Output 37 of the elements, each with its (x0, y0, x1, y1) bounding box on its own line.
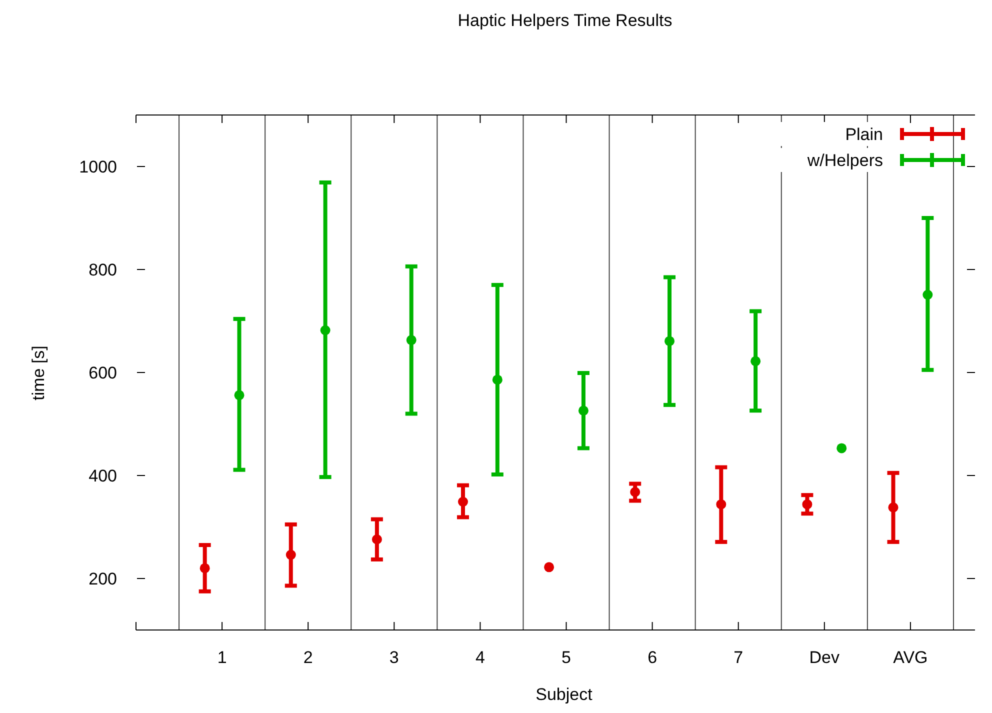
chart-title: Haptic Helpers Time Results (458, 11, 672, 30)
y-tick-label: 600 (88, 364, 117, 382)
x-tick-label: 6 (648, 648, 658, 667)
x-tick-label: 2 (303, 648, 313, 667)
point (544, 562, 554, 572)
point (234, 390, 244, 400)
point (716, 499, 726, 510)
x-axis-title: Subject (536, 685, 593, 704)
x-tick-label: 1 (217, 648, 227, 667)
point (458, 496, 468, 507)
point (578, 406, 588, 416)
point (372, 534, 382, 544)
point (286, 550, 296, 560)
point (320, 325, 330, 336)
x-tick-label: Dev (809, 648, 840, 667)
x-tick-label: 3 (389, 648, 399, 667)
point (664, 336, 675, 346)
point (750, 356, 761, 366)
point (922, 290, 933, 300)
point (836, 443, 847, 454)
legend-label: w/Helpers (806, 151, 883, 170)
point (888, 502, 898, 512)
point (802, 499, 812, 510)
point (492, 374, 502, 385)
point (200, 563, 210, 574)
legend-label: Plain (845, 125, 883, 144)
point (630, 486, 640, 497)
y-tick-label: 400 (88, 466, 117, 486)
x-tick-label: 7 (734, 648, 744, 667)
y-tick-label: 200 (88, 570, 117, 588)
x-tick-label: 4 (475, 648, 485, 667)
y-axis-title: time [s] (29, 346, 48, 400)
y-tick-label: 800 (88, 260, 117, 280)
point (406, 335, 416, 346)
y-tick-label: 1000 (79, 158, 117, 176)
x-tick-label: 5 (562, 648, 571, 667)
x-tick-label: AVG (893, 648, 928, 667)
